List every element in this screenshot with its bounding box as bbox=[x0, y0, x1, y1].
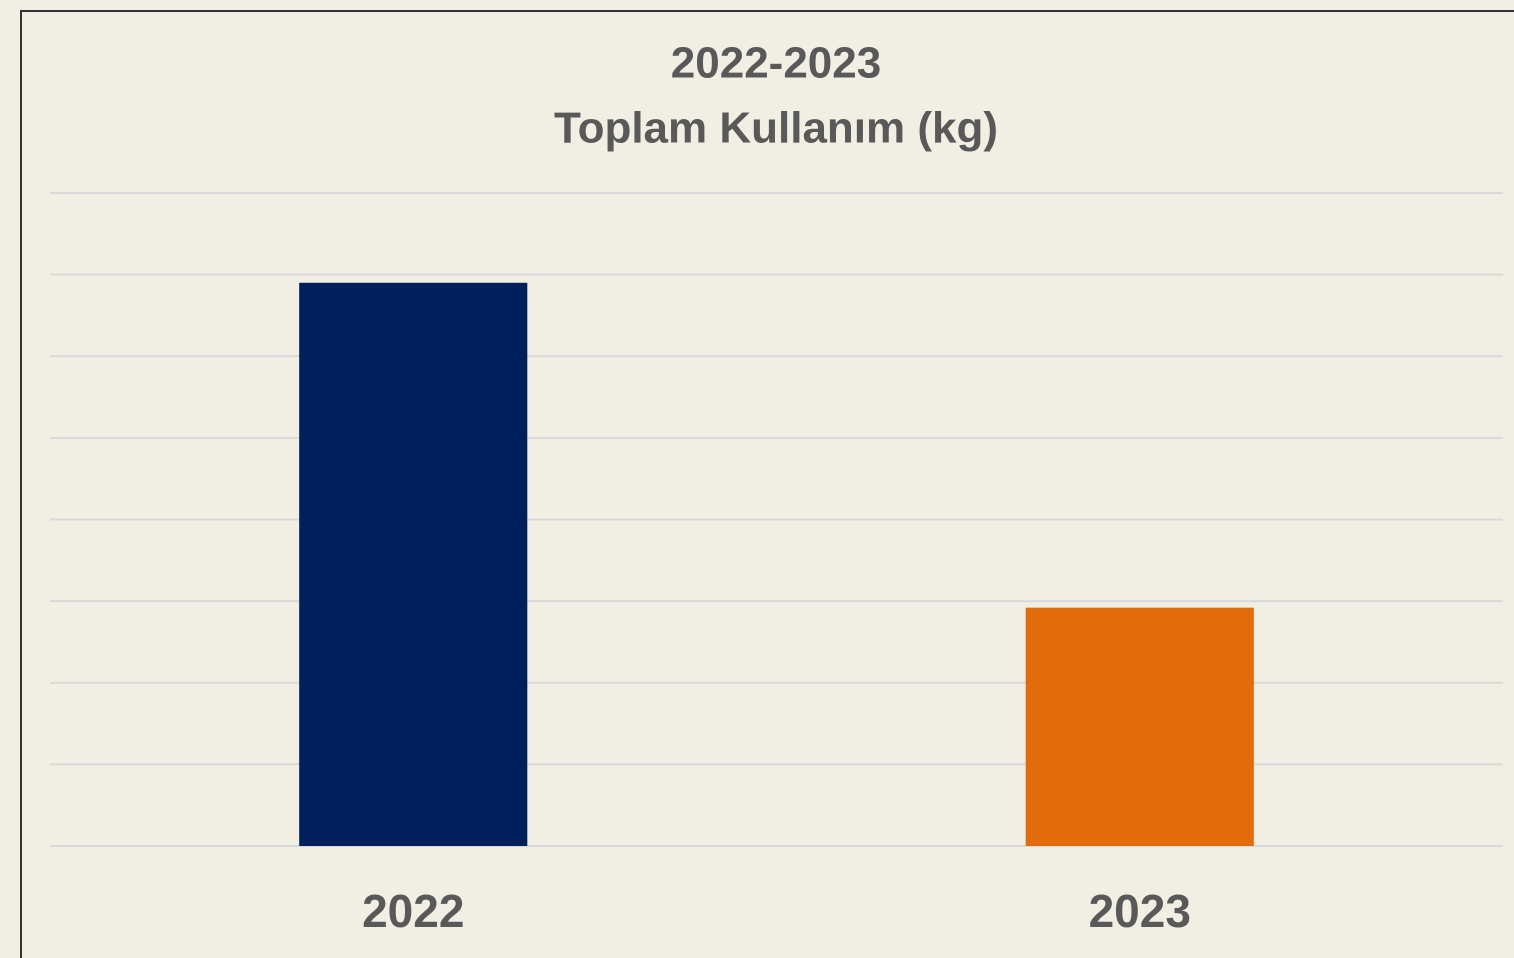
chart-frame bbox=[20, 10, 1514, 958]
chart-title: 2022-2023 bbox=[671, 39, 881, 88]
x-tick-label: 2022 bbox=[362, 885, 464, 937]
chart-title: Toplam Kullanım (kg) bbox=[554, 104, 998, 153]
bar bbox=[299, 282, 528, 847]
bar bbox=[1025, 607, 1254, 846]
x-tick-label: 2023 bbox=[1089, 885, 1191, 937]
